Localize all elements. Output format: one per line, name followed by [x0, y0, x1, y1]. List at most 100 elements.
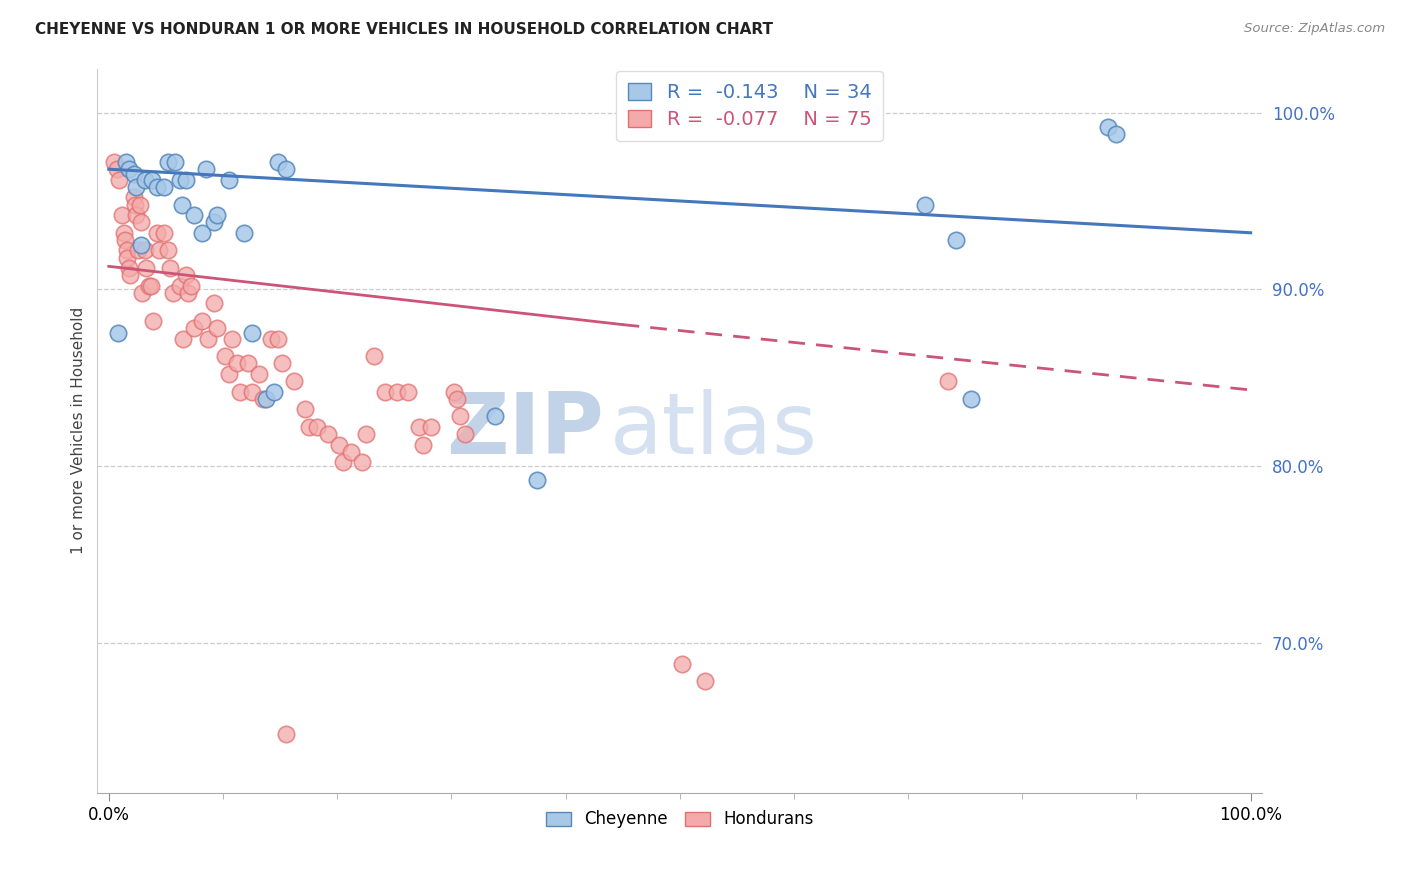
Point	[218, 173, 240, 187]
Point	[122, 190, 145, 204]
Point	[254, 392, 277, 406]
Point	[169, 173, 191, 187]
Point	[183, 208, 205, 222]
Point	[124, 197, 146, 211]
Point	[960, 392, 983, 406]
Point	[267, 332, 290, 346]
Point	[671, 657, 693, 671]
Y-axis label: 1 or more Vehicles in Household: 1 or more Vehicles in Household	[72, 307, 86, 554]
Point	[232, 226, 254, 240]
Point	[183, 321, 205, 335]
Point	[252, 392, 274, 406]
Point	[202, 296, 225, 310]
Point	[115, 155, 138, 169]
Point	[271, 356, 294, 370]
Point	[340, 444, 363, 458]
Point	[122, 168, 145, 182]
Point	[107, 326, 129, 341]
Point	[419, 420, 441, 434]
Point	[267, 155, 290, 169]
Point	[170, 197, 193, 211]
Text: atlas: atlas	[610, 389, 818, 472]
Point	[693, 674, 716, 689]
Point	[197, 332, 219, 346]
Point	[131, 285, 153, 300]
Point	[145, 179, 167, 194]
Point	[297, 420, 319, 434]
Point	[148, 244, 170, 258]
Point	[180, 278, 202, 293]
Point	[283, 374, 305, 388]
Point	[305, 420, 328, 434]
Point	[118, 261, 141, 276]
Text: Source: ZipAtlas.com: Source: ZipAtlas.com	[1244, 22, 1385, 36]
Point	[914, 197, 936, 211]
Point	[129, 238, 152, 252]
Point	[135, 261, 157, 276]
Point	[374, 384, 396, 399]
Point	[484, 409, 506, 424]
Point	[191, 226, 214, 240]
Point	[172, 332, 194, 346]
Point	[385, 384, 408, 399]
Point	[159, 261, 181, 276]
Point	[176, 268, 198, 282]
Point	[454, 427, 477, 442]
Point	[260, 332, 283, 346]
Point	[352, 455, 374, 469]
Point	[363, 350, 385, 364]
Point	[218, 367, 240, 381]
Point	[207, 208, 229, 222]
Point	[142, 314, 165, 328]
Point	[125, 208, 148, 222]
Point	[316, 427, 339, 442]
Point	[103, 155, 125, 169]
Point	[128, 197, 150, 211]
Point	[169, 278, 191, 293]
Point	[945, 233, 967, 247]
Point	[112, 226, 135, 240]
Point	[111, 208, 134, 222]
Text: CHEYENNE VS HONDURAN 1 OR MORE VEHICLES IN HOUSEHOLD CORRELATION CHART: CHEYENNE VS HONDURAN 1 OR MORE VEHICLES …	[35, 22, 773, 37]
Point	[125, 179, 148, 194]
Point	[152, 226, 174, 240]
Legend: Cheyenne, Hondurans: Cheyenne, Hondurans	[540, 804, 820, 835]
Point	[134, 173, 156, 187]
Point	[207, 321, 229, 335]
Point	[127, 244, 149, 258]
Point	[105, 162, 128, 177]
Point	[134, 244, 156, 258]
Point	[274, 162, 297, 177]
Point	[225, 356, 247, 370]
Point	[1097, 120, 1119, 134]
Point	[354, 427, 377, 442]
Point	[108, 173, 131, 187]
Point	[202, 215, 225, 229]
Point	[249, 367, 271, 381]
Point	[163, 155, 186, 169]
Point	[141, 173, 163, 187]
Point	[412, 438, 434, 452]
Point	[443, 384, 465, 399]
Point	[294, 402, 316, 417]
Point	[526, 473, 548, 487]
Point	[240, 326, 263, 341]
Point	[115, 244, 138, 258]
Point	[157, 244, 180, 258]
Point	[157, 155, 180, 169]
Point	[332, 455, 354, 469]
Point	[263, 384, 285, 399]
Point	[408, 420, 430, 434]
Point	[176, 285, 198, 300]
Point	[176, 173, 198, 187]
Point	[214, 350, 236, 364]
Point	[236, 356, 259, 370]
Point	[274, 727, 297, 741]
Point	[191, 314, 214, 328]
Point	[118, 162, 141, 177]
Point	[328, 438, 350, 452]
Point	[446, 392, 468, 406]
Point	[114, 233, 136, 247]
Point	[1105, 127, 1128, 141]
Point	[936, 374, 959, 388]
